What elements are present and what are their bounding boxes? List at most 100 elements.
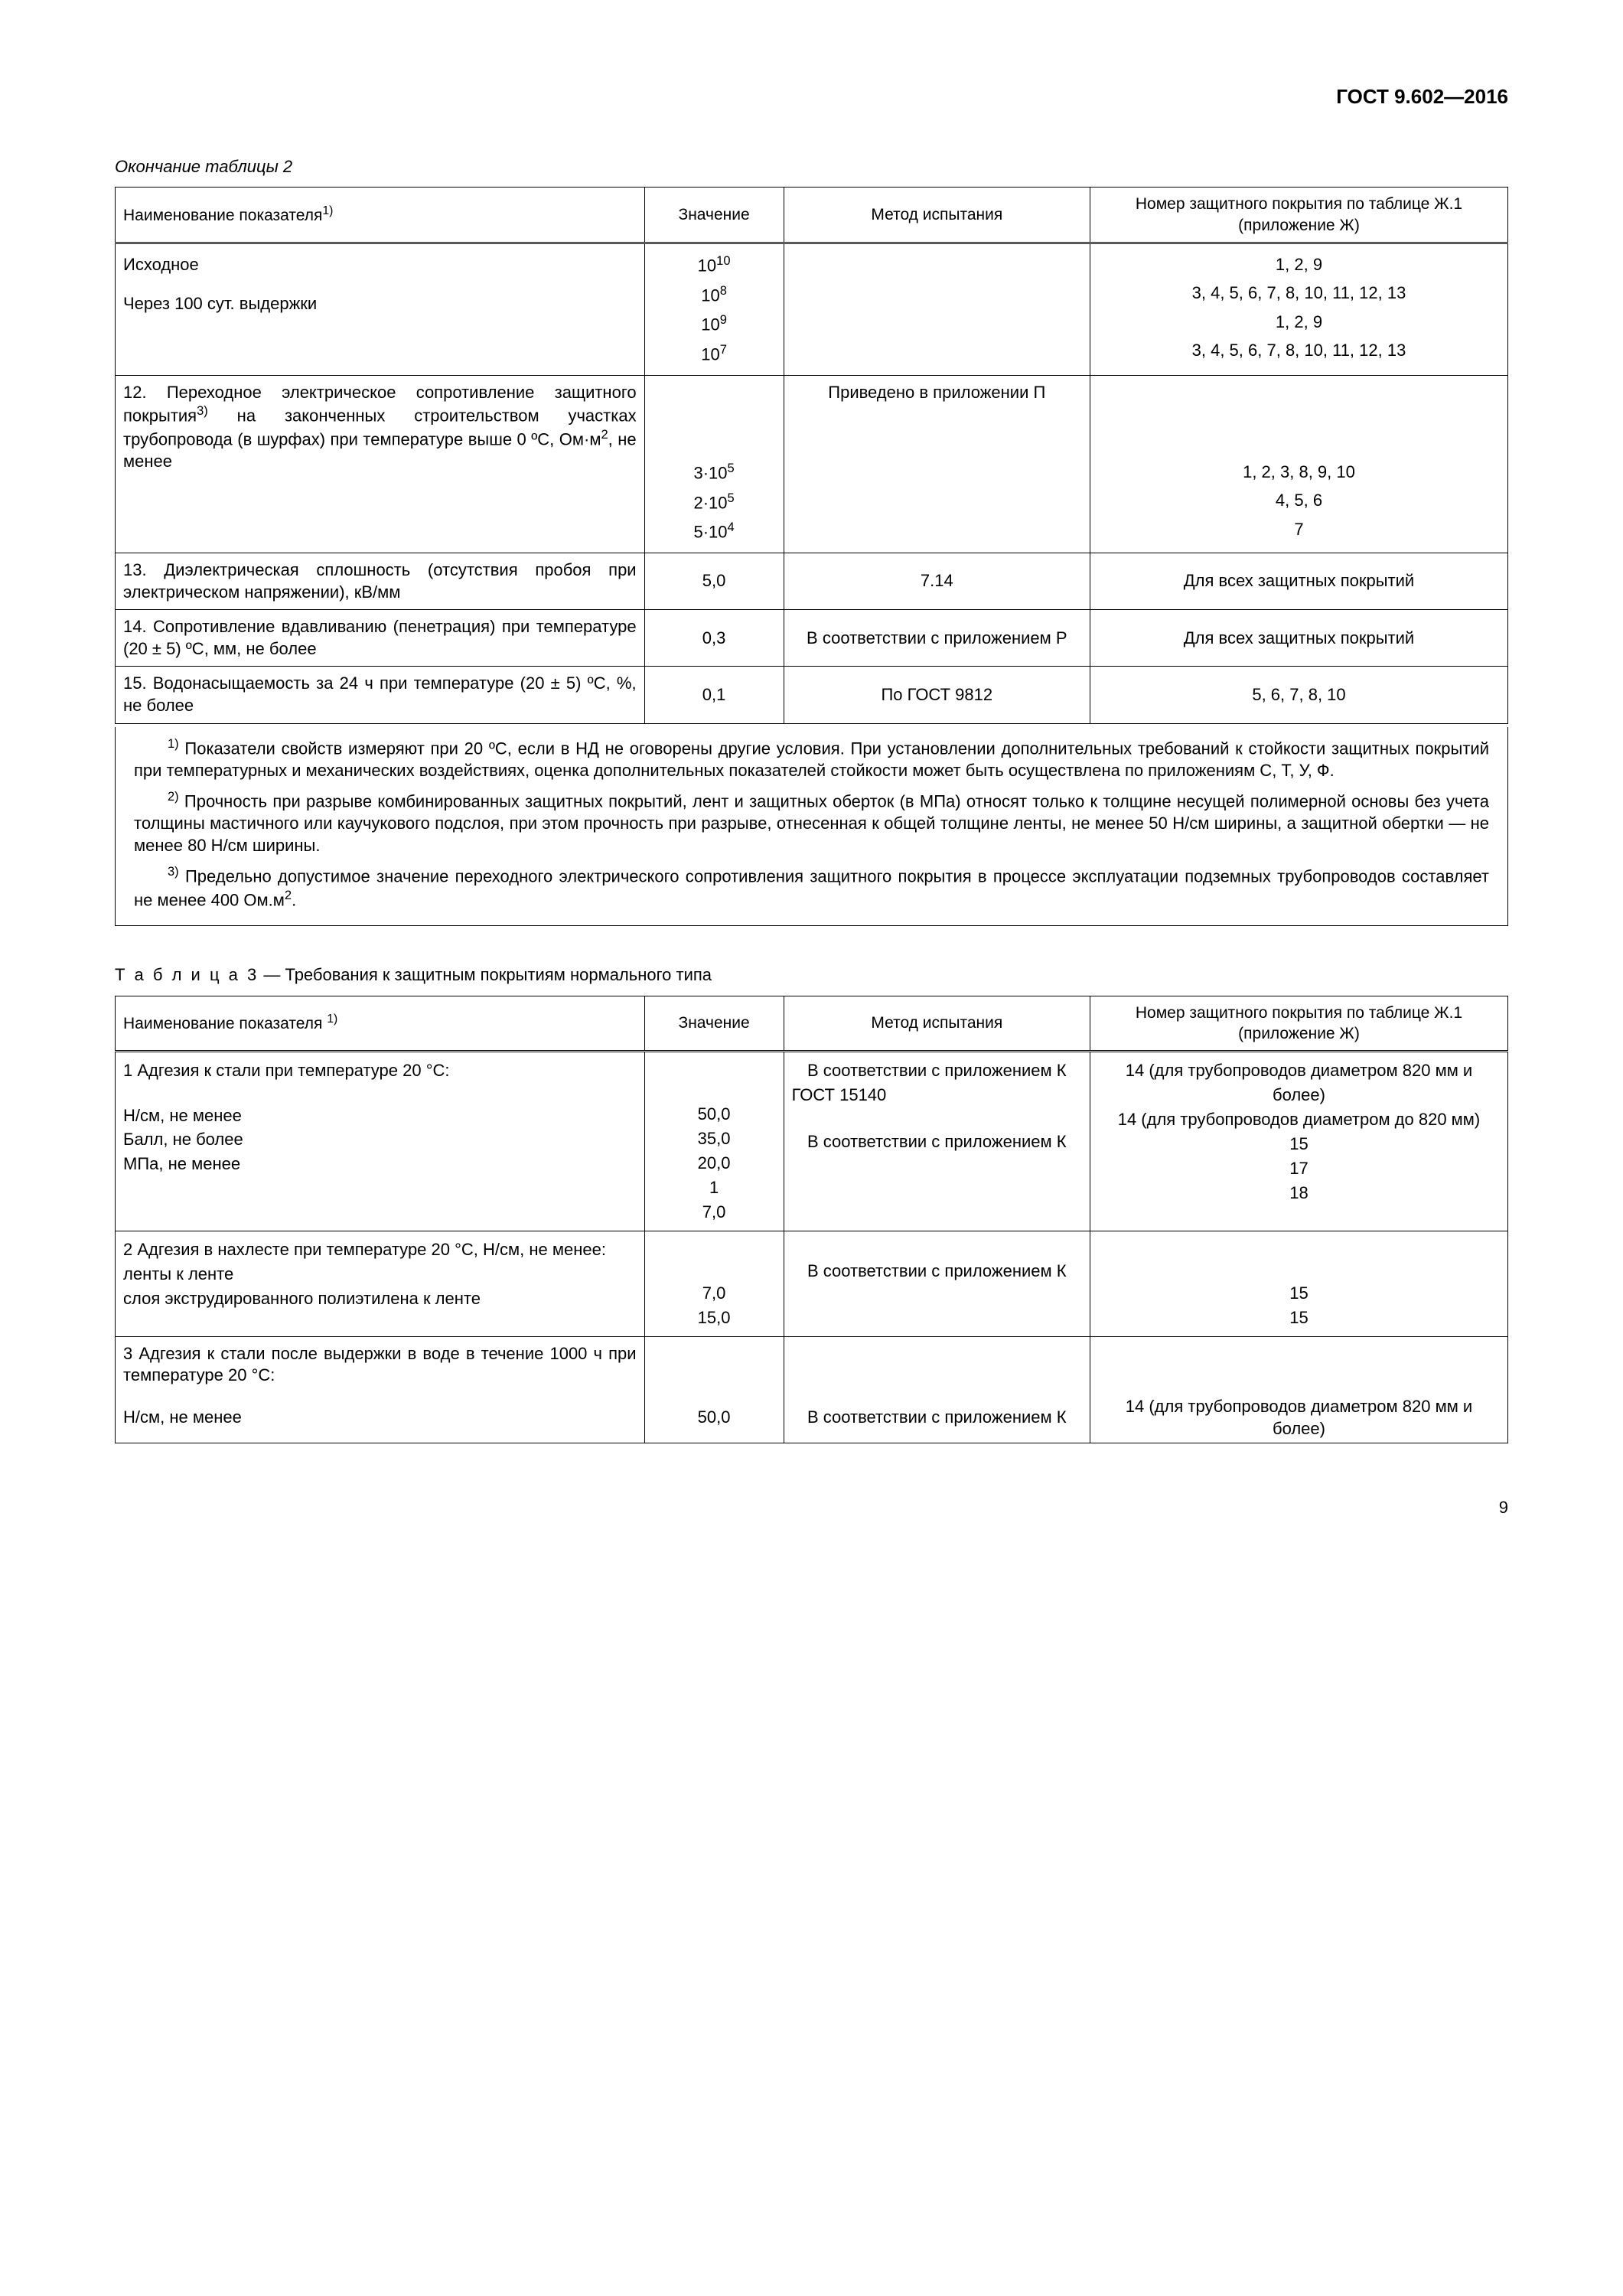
cell-text: Балл, не более — [123, 1127, 637, 1152]
cell-method: В соответствии с приложением Р — [784, 610, 1090, 667]
footnote-text: Прочность при разрыве комбинированных за… — [134, 791, 1489, 854]
footnote-sup: 1) — [168, 737, 179, 751]
cell-sup: 3) — [197, 404, 208, 418]
spacer — [792, 1238, 1082, 1260]
caption-spaced: Т а б л и ц а 3 — [115, 965, 259, 984]
th-ref: Номер защитного покрытия по таблице Ж.1 … — [1090, 188, 1507, 243]
cell-value: 5,0 — [644, 553, 784, 610]
footnote-sup: 2) — [168, 790, 179, 804]
cell-sup: 2 — [601, 428, 608, 442]
th-method: Метод испытания — [784, 996, 1090, 1052]
doc-header: ГОСТ 9.602—2016 — [115, 84, 1508, 110]
th-val: Значение — [644, 996, 784, 1052]
cell-text: 13. Диэлектрическая сплошность (отсутств… — [116, 553, 645, 610]
cell-method: В соответствии с приложением К — [784, 1393, 1090, 1443]
cell-ref: 18 — [1098, 1181, 1500, 1205]
cell-value: 2·105 — [653, 488, 776, 517]
cell-ref: 7 — [1098, 515, 1500, 543]
spacer — [653, 1238, 776, 1281]
th-name-text: Наименование показателя — [123, 1015, 322, 1032]
cell-ref: 3, 4, 5, 6, 7, 8, 10, 11, 12, 13 — [1098, 336, 1500, 364]
th-name-sup: 1) — [322, 204, 333, 217]
cell-ref: 3, 4, 5, 6, 7, 8, 10, 11, 12, 13 — [1098, 279, 1500, 307]
table-row: 14. Сопротивление вдавливанию (пенетраци… — [116, 610, 1508, 667]
table-row: 2 Адгезия в нахлесте при температуре 20 … — [116, 1231, 1508, 1336]
cell-value: 1 — [653, 1176, 776, 1200]
cell-ref: 17 — [1098, 1156, 1500, 1181]
cell-value: 107 — [653, 339, 776, 369]
cell-ref: 1, 2, 3, 8, 9, 10 — [1098, 458, 1500, 486]
cell-ref: 15 — [1098, 1306, 1500, 1330]
cell-value: 7,0 — [653, 1200, 776, 1225]
cell-value: 20,0 — [653, 1151, 776, 1176]
cell-text: Исходное — [123, 250, 637, 279]
cell-text: Н/см, не менее — [123, 1104, 637, 1128]
table-row: 3 Адгезия к стали после выдержки в воде … — [116, 1336, 1508, 1393]
cell-value: 7,0 — [653, 1281, 776, 1306]
cell-value: 108 — [653, 280, 776, 310]
footnote-text: Показатели свойств измеряют при 20 ºС, е… — [134, 739, 1489, 780]
th-method: Метод испытания — [784, 188, 1090, 243]
cell-text: 1 Адгезия к стали при температуре 20 °С: — [123, 1058, 637, 1083]
cell-value: 0,1 — [644, 667, 784, 723]
spacer — [1098, 1238, 1500, 1281]
cell-ref: 14 (для трубопроводов диаметром 820 мм и… — [1090, 1393, 1507, 1443]
cell-text: 3 Адгезия к стали после выдержки в воде … — [116, 1336, 645, 1393]
table-row: 13. Диэлектрическая сплошность (отсутств… — [116, 553, 1508, 610]
cell-text: ленты к ленте — [123, 1262, 637, 1287]
cell-text: слоя экструдированного полиэтилена к лен… — [123, 1287, 637, 1311]
table-row: Исходное Через 100 сут. выдержки 1010 10… — [116, 243, 1508, 375]
th-name-text: Наименование показателя — [123, 207, 322, 224]
cell-method: В соответствии с приложением К — [792, 1058, 1082, 1083]
cell-text: Н/см, не менее — [116, 1393, 645, 1443]
cell-text: 2 Адгезия в нахлесте при температуре 20 … — [123, 1238, 637, 1262]
cell-ref: Для всех защитных покрытий — [1090, 553, 1507, 610]
table-row: 1 Адгезия к стали при температуре 20 °С:… — [116, 1052, 1508, 1231]
cell-ref: 1, 2, 9 — [1098, 250, 1500, 279]
cell-ref: 14 (для трубопроводов диаметром 820 мм и… — [1098, 1058, 1500, 1107]
th-name-sup: 1) — [327, 1013, 337, 1026]
footnote-text: Предельно допустимое значение переходног… — [134, 867, 1489, 910]
cell-text: МПа, не менее — [123, 1152, 637, 1176]
cell-method: По ГОСТ 9812 — [784, 667, 1090, 723]
cell-ref: 1, 2, 9 — [1098, 308, 1500, 336]
cell-method: 7.14 — [784, 553, 1090, 610]
cell-value: 50,0 — [644, 1393, 784, 1443]
cell-ref: 15 — [1098, 1132, 1500, 1156]
cell-value: 0,3 — [644, 610, 784, 667]
cell-method: Приведено в приложении П — [784, 375, 1090, 553]
cell-value: 15,0 — [653, 1306, 776, 1330]
page-number: 9 — [115, 1497, 1508, 1519]
cell-text: Через 100 сут. выдержки — [123, 289, 637, 318]
th-ref: Номер защитного покрытия по таблице Ж.1 … — [1090, 996, 1507, 1052]
footnote-sup: 2 — [285, 889, 292, 902]
table-row: Н/см, не менее 50,0 В соответствии с при… — [116, 1393, 1508, 1443]
cell-method: В соответствии с приложением К — [792, 1130, 1082, 1154]
table-row: 15. Водонасыщаемость за 24 ч при темпера… — [116, 667, 1508, 723]
spacer — [1098, 382, 1500, 458]
footnote-text: м — [273, 890, 285, 909]
cell-text: 14. Сопротивление вдавливанию (пенетраци… — [116, 610, 645, 667]
cell-value: 1010 — [653, 250, 776, 280]
cell-ref: 4, 5, 6 — [1098, 486, 1500, 514]
table2-caption: Окончание таблицы 2 — [115, 156, 1508, 178]
table3-caption: Т а б л и ц а 3 — Требования к защитным … — [115, 964, 1508, 987]
cell-value: 50,0 — [653, 1102, 776, 1127]
th-name: Наименование показателя1) — [116, 188, 645, 243]
spacer — [123, 279, 637, 289]
cell-value: 3·105 — [653, 458, 776, 488]
cell-ref: 14 (для трубопроводов диаметром до 820 м… — [1098, 1107, 1500, 1132]
cell-ref: 15 — [1098, 1281, 1500, 1306]
cell-method: ГОСТ 15140 — [792, 1083, 1082, 1107]
cell-text: 15. Водонасыщаемость за 24 ч при темпера… — [116, 667, 645, 723]
cell-value: 5·104 — [653, 517, 776, 546]
spacer — [792, 1107, 1082, 1130]
caption-text: — Требования к защитным покрытиям нормал… — [259, 965, 712, 984]
footnote-box: 1) Показатели свойств измеряют при 20 ºС… — [115, 727, 1508, 926]
cell-ref: Для всех защитных покрытий — [1090, 610, 1507, 667]
th-val: Значение — [644, 188, 784, 243]
cell-ref: 5, 6, 7, 8, 10 — [1090, 667, 1507, 723]
cell-method: В соответствии с приложением К — [792, 1259, 1082, 1283]
table-2: Наименование показателя1) Значение Метод… — [115, 187, 1508, 723]
th-name: Наименование показателя 1) — [116, 996, 645, 1052]
